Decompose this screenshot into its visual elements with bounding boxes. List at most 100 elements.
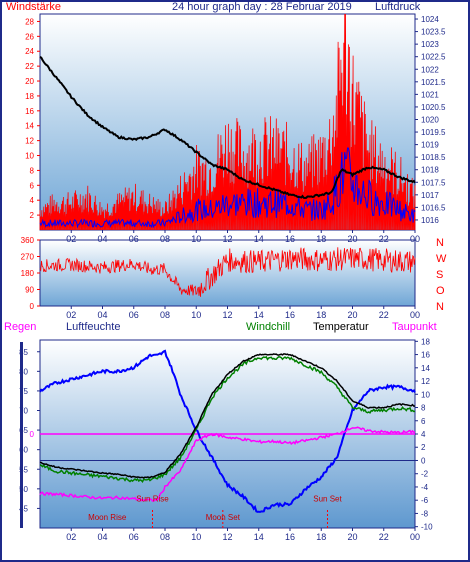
humidity-ytick-label: 80: [19, 367, 28, 376]
dewpoint-label: Taupunkt: [392, 321, 437, 333]
humidity-ytick-label: 50: [19, 485, 28, 494]
direction-xtick-label: 06: [129, 310, 139, 320]
temperature-ytick-label: 6: [421, 417, 426, 426]
pressure-ytick-label: 1019: [421, 141, 439, 150]
temperature-xtick-label: 14: [254, 532, 264, 542]
pressure-ytick-label: 1023: [421, 40, 439, 49]
temperature-xtick-label: 20: [347, 532, 357, 542]
temperature-ytick-label: -2: [421, 470, 429, 479]
wind-xtick-label: 18: [316, 234, 326, 244]
temperature-ytick-label: 14: [421, 364, 430, 373]
wind-ytick-label: 18: [25, 92, 34, 101]
wind-ytick-label: 16: [25, 107, 34, 116]
temperature-ytick-label: -4: [421, 483, 429, 492]
temperature-series: [39, 353, 416, 479]
wind-ytick-label: 14: [25, 122, 34, 131]
direction-ytick-label: 0: [30, 302, 35, 311]
dewpoint-series: [39, 426, 416, 502]
wind-ytick-label: 28: [25, 17, 34, 26]
direction-ytick-label: 180: [21, 269, 35, 278]
temperature-ytick-label: 4: [421, 430, 426, 439]
panel-wind-direction: [39, 239, 416, 307]
temperature-ytick-label: 8: [421, 404, 426, 413]
moon-rise-label: Moon Rise: [88, 513, 127, 522]
compass-label: S: [436, 269, 443, 281]
wind-average-series: [39, 147, 416, 229]
temperature-ytick-label: -6: [421, 496, 429, 505]
humidity-ytick-label: 55: [19, 465, 28, 474]
humidity-ytick-label: 70: [19, 407, 28, 416]
wind-ytick-label: 4: [30, 196, 35, 205]
pressure-ytick-label: 1021: [421, 90, 439, 99]
humidity-ytick-label: 85: [19, 348, 28, 357]
wind-xtick-label: 10: [191, 234, 201, 244]
wind-xtick-label: 16: [285, 234, 295, 244]
pressure-ytick-label: 1020: [421, 115, 439, 124]
pressure-ytick-label: 1021.5: [421, 78, 446, 87]
wind-xtick-label: 00: [410, 234, 420, 244]
temperature-xtick-label: 18: [316, 532, 326, 542]
humidity-ytick-label: 75: [19, 387, 28, 396]
pressure-ytick-label: 1024: [421, 15, 439, 24]
humidity-label: Luftfeuchte: [66, 321, 120, 333]
wind-xtick-label: 08: [160, 234, 170, 244]
pressure-ytick-label: 1017.5: [421, 178, 446, 187]
humidity-ytick-label: 45: [19, 504, 28, 513]
wind-ytick-label: 2: [30, 211, 35, 220]
pressure-ytick-label: 1017: [421, 191, 439, 200]
temperature-xtick-label: 00: [410, 532, 420, 542]
wind-ytick-label: 26: [25, 32, 34, 41]
temperature-ytick-label: -8: [421, 509, 429, 518]
moon-set-label: Moon Set: [206, 513, 241, 522]
temperature-ytick-label: 10: [421, 390, 430, 399]
direction-xtick-label: 00: [410, 310, 420, 320]
rain-scale-bar: [20, 342, 23, 528]
temperature-xtick-label: 04: [97, 532, 107, 542]
pressure-ytick-label: 1020.5: [421, 103, 446, 112]
windchill-series: [39, 355, 416, 484]
wind-ytick-label: 12: [25, 137, 34, 146]
temperature-xtick-label: 12: [222, 532, 232, 542]
direction-xtick-label: 20: [347, 310, 357, 320]
wind-ytick-label: 6: [30, 181, 35, 190]
sun-set-label: Sun Set: [313, 495, 342, 504]
temperature-label: Temperatur: [313, 321, 369, 333]
wind-xtick-label: 12: [222, 234, 232, 244]
temperature-ytick-label: 12: [421, 377, 430, 386]
temperature-xtick-label: 08: [160, 532, 170, 542]
compass-label: N: [436, 237, 444, 249]
wind-ytick-label: 22: [25, 62, 34, 71]
temperature-ytick-label: 16: [421, 351, 430, 360]
wind-xtick-label: 20: [347, 234, 357, 244]
humidity-ytick-label: 60: [19, 446, 28, 455]
chart-title: 24 hour graph day : 28 Februar 2019: [172, 1, 352, 13]
direction-xtick-label: 02: [66, 310, 76, 320]
pressure-ytick-label: 1016.5: [421, 203, 446, 212]
pressure-ytick-label: 1018.5: [421, 153, 446, 162]
compass-label: N: [436, 301, 444, 313]
reference-line-label: 0: [30, 430, 35, 439]
wind-xtick-label: 14: [254, 234, 264, 244]
pressure-ytick-label: 1019.5: [421, 128, 446, 137]
sun-rise-label: Sun Rise: [136, 495, 169, 504]
pressure-ytick-label: 1016: [421, 216, 439, 225]
pressure-ytick-label: 1023.5: [421, 28, 446, 37]
direction-xtick-label: 16: [285, 310, 295, 320]
wind-xtick-label: 22: [379, 234, 389, 244]
pressure-ytick-label: 1022: [421, 65, 439, 74]
direction-xtick-label: 22: [379, 310, 389, 320]
wind-ytick-label: 8: [30, 166, 35, 175]
compass-label: O: [436, 285, 445, 297]
direction-xtick-label: 08: [160, 310, 170, 320]
compass-label: W: [436, 253, 447, 265]
temperature-ytick-label: 0: [421, 456, 426, 465]
temperature-xtick-label: 16: [285, 532, 295, 542]
wind-ytick-label: 10: [25, 152, 34, 161]
wind-ytick-label: 20: [25, 77, 34, 86]
temperature-xtick-label: 02: [66, 532, 76, 542]
temperature-xtick-label: 22: [379, 532, 389, 542]
wind-direction-series: [39, 247, 416, 297]
pressure-ytick-label: 1018: [421, 166, 439, 175]
